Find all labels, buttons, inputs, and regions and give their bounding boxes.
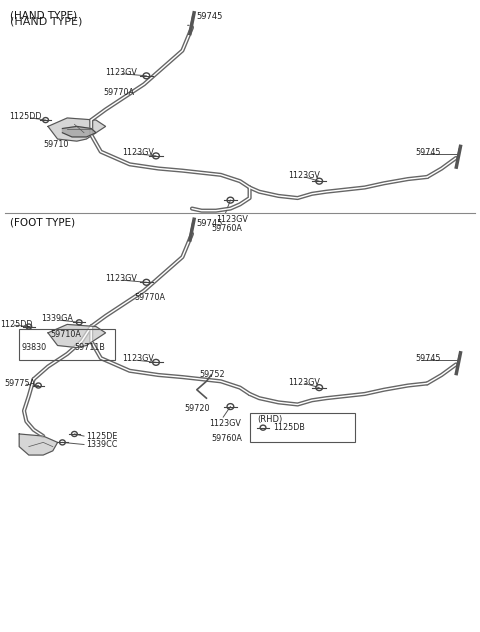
Text: 1339GA: 1339GA [41, 315, 72, 324]
Text: 1123GV: 1123GV [288, 378, 320, 387]
Text: 59720: 59720 [185, 404, 210, 413]
Polygon shape [19, 434, 58, 455]
Text: 1123GV: 1123GV [106, 274, 137, 283]
Text: 59770A: 59770A [134, 293, 166, 301]
Text: 59745: 59745 [197, 12, 223, 21]
Text: (HAND TYPE): (HAND TYPE) [10, 17, 82, 27]
Text: 1339CC: 1339CC [86, 440, 118, 449]
Text: 59745: 59745 [415, 148, 441, 157]
Text: (RHD): (RHD) [257, 415, 282, 424]
Bar [19, 329, 115, 360]
Text: 59760A: 59760A [211, 434, 242, 443]
Text: 59770A: 59770A [103, 88, 134, 97]
Text: 59745: 59745 [197, 219, 223, 228]
Text: 59745: 59745 [415, 355, 441, 363]
Text: 59711B: 59711B [74, 343, 105, 352]
Text: 1123GV: 1123GV [216, 215, 248, 224]
Text: 1123GV: 1123GV [288, 171, 320, 180]
Text: 59775A: 59775A [5, 379, 36, 388]
Text: 1123GV: 1123GV [106, 68, 137, 77]
Text: 1125DD: 1125DD [10, 112, 42, 121]
Text: 59710A: 59710A [50, 331, 81, 339]
Text: 1125DE: 1125DE [86, 432, 118, 441]
Text: 1125DD: 1125DD [0, 320, 33, 329]
Text: (HAND TYPE): (HAND TYPE) [10, 11, 77, 20]
Polygon shape [48, 324, 106, 348]
Text: (FOOT TYPE): (FOOT TYPE) [10, 218, 75, 228]
Text: 1123GV: 1123GV [122, 355, 154, 363]
Polygon shape [48, 118, 106, 141]
Bar [250, 413, 355, 442]
Text: 1125DB: 1125DB [274, 423, 305, 432]
Polygon shape [62, 126, 96, 137]
Text: 1123GV: 1123GV [122, 148, 154, 157]
Text: 93830: 93830 [22, 343, 47, 352]
Text: 59760A: 59760A [211, 224, 242, 233]
Text: 1123GV: 1123GV [209, 419, 240, 428]
Text: 59710: 59710 [43, 140, 69, 149]
Text: 59752: 59752 [199, 370, 225, 379]
